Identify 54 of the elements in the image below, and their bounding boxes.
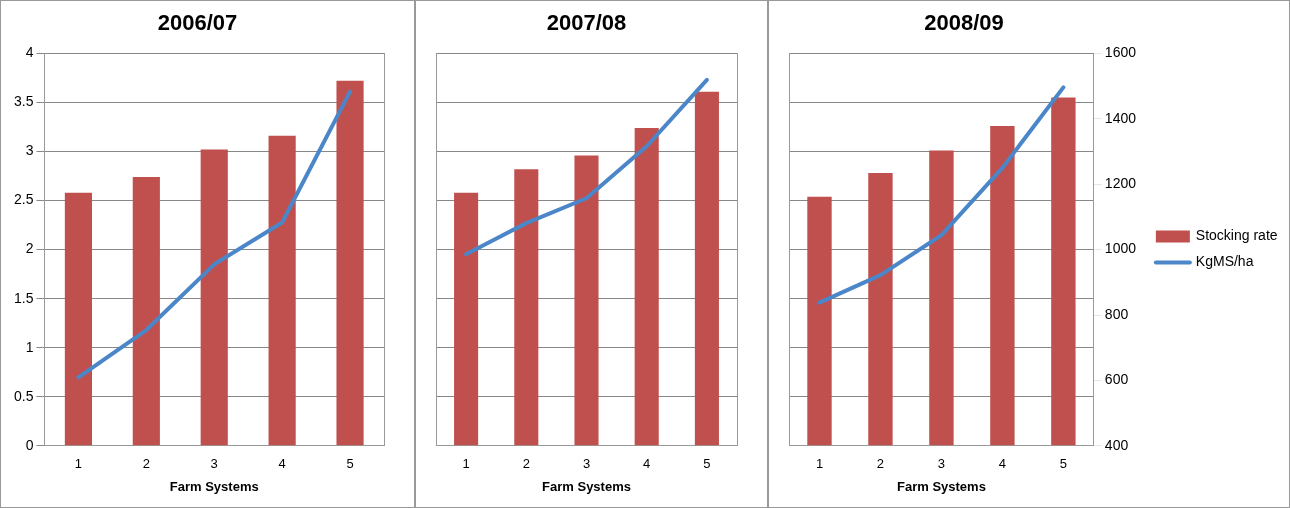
bar [64,192,92,446]
chart-title: 2008/09 [924,10,1004,36]
y-tick-label: 3.5 [13,93,34,110]
chart-title: 2006/07 [157,10,238,36]
chart-title: 2007/08 [546,10,627,36]
y-tick-label: 4 [25,44,34,61]
y2-tick-label: 1600 [1104,44,1137,61]
bar [694,91,719,446]
bar [634,127,659,446]
x-axis-title: Farm Systems [169,478,259,494]
y-tick-label: 0 [25,436,34,453]
bar [990,125,1015,446]
bar [454,192,479,446]
x-tick-label: 2 [142,456,150,472]
bar [574,155,599,446]
x-tick-label: 3 [937,456,946,472]
y-tick-label: 1 [25,338,34,355]
bar [514,169,539,446]
y-tick-label: 2 [25,240,34,257]
bar [1051,97,1076,446]
x-tick-label: 2 [522,456,530,472]
x-tick-label: 4 [278,456,286,472]
x-tick-label: 5 [1059,456,1067,472]
y-tick-label: 1.5 [13,289,34,306]
y-tick-label: 2.5 [13,191,34,208]
y2-tick-label: 1200 [1104,175,1137,192]
x-tick-label: 1 [815,456,824,472]
y2-tick-label: 800 [1104,305,1129,322]
bar [132,177,160,446]
bar [807,196,832,446]
y2-tick-label: 1400 [1104,109,1137,126]
x-tick-label: 1 [462,456,470,472]
legend-label: KgMS/ha [1195,253,1254,270]
x-tick-label: 5 [346,456,354,472]
bar [200,149,228,446]
y-tick-label: 0.5 [13,387,34,404]
y2-tick-label: 1000 [1104,240,1137,257]
x-tick-label: 4 [643,456,651,472]
y2-tick-label: 400 [1104,436,1129,453]
y-tick-label: 3 [25,142,34,159]
bar [268,135,296,446]
bar [868,173,893,446]
x-tick-label: 2 [876,456,885,472]
x-tick-label: 4 [998,456,1007,472]
bar [929,150,954,446]
x-axis-title: Farm Systems [896,478,986,494]
x-tick-label: 5 [703,456,711,472]
y2-tick-label: 600 [1104,371,1129,388]
x-axis-title: Farm Systems [542,478,631,494]
x-tick-label: 3 [582,456,591,472]
x-tick-label: 1 [74,456,83,472]
bar [336,80,364,446]
x-tick-label: 3 [210,456,218,472]
legend-label: Stocking rate [1195,227,1278,244]
